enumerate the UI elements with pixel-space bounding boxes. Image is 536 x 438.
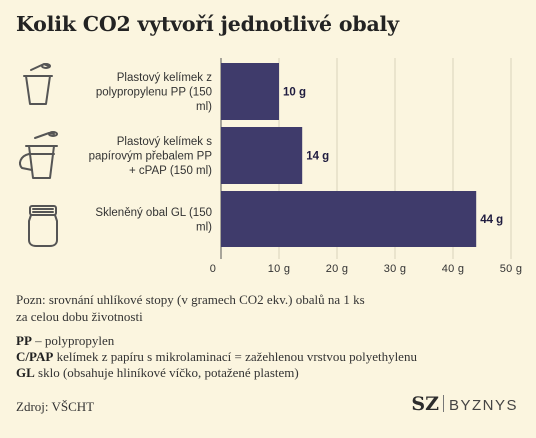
brand-logo: SZ BYZNYS [411,393,518,415]
bar-chart: 10 g Plastový kelímek z polypropylenu PP (… [19,58,523,275]
legend-pp: PP – polypropylen [16,333,114,349]
x-tick-label: 0 [210,263,216,275]
brand-divider [442,395,444,412]
bar-value-label: 44 g [480,214,503,226]
plastic-cup-sleeve-icon [19,131,58,179]
source-text: Zdroj: VŠCHT [16,399,95,414]
x-tick-label: 30 g [384,263,407,275]
x-tick-label: 10 g [268,263,291,275]
brand-byznys: BYZNYS [448,397,518,414]
bar [221,127,303,184]
bar-value-label: 10 g [283,87,306,99]
bar [221,191,477,247]
category-label: Plastový kelímek s papírovým přebalem PP +… [89,136,213,177]
legend-cpap-text: kelímek z papíru s mikrolaminací = zažeh… [53,349,417,364]
glass-jar-icon [28,205,58,247]
legend-cpap: C/PAP kelímek z papíru s mikrolaminací =… [16,349,417,365]
x-tick-label: 50 g [500,263,523,275]
category-label: Plastový kelímek z polypropylenu PP (150 m… [96,72,212,113]
legend-pp-text: – polypropylen [31,333,115,348]
note-line-2: za celou dobu životnosti [16,309,143,324]
x-tick-label: 20 g [326,263,349,275]
legend-gl-text: sklo (obsahuje hliníkové víčko, potažené… [34,365,299,380]
legend-gl: GL sklo (obsahuje hliníkové víčko, potaž… [16,365,299,381]
category-label: Skleněný obal GL (150 ml) [95,207,212,234]
note-line-1: Pozn: srovnání uhlíkové stopy (v gramech… [16,292,365,307]
legend-pp-abbr: PP [16,333,32,348]
plastic-cup-icon [23,63,53,105]
brand-sz: SZ [411,393,439,415]
bar [221,63,279,120]
legend-gl-abbr: GL [16,365,35,380]
page-title: Kolik CO2 vytvoří jednotlivé obaly [16,12,399,36]
x-tick-label: 40 g [442,263,465,275]
legend-cpap-abbr: C/PAP [16,349,54,364]
bar-value-label: 14 g [306,151,329,163]
chart-icons [19,63,58,247]
